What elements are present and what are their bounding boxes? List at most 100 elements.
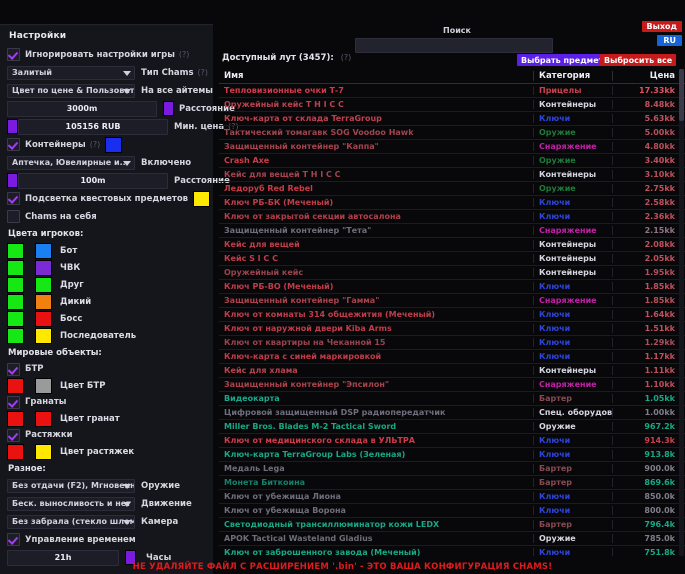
player-color-a-swatch[interactable] bbox=[7, 293, 24, 310]
camera-row[interactable]: Без забрала (стекло шлема) Камера bbox=[7, 513, 206, 530]
table-row[interactable]: Ледоруб Red Rebel Оружие 2.75kk bbox=[219, 182, 685, 196]
player-color-b-swatch[interactable] bbox=[35, 327, 52, 344]
help-icon[interactable]: (?) bbox=[340, 53, 352, 62]
player-color-b-swatch[interactable] bbox=[35, 276, 52, 293]
world-toggle-row[interactable]: Гранаты bbox=[7, 394, 206, 410]
world-color-row[interactable]: Цвет гранат bbox=[7, 410, 206, 427]
btr-checkbox[interactable] bbox=[7, 362, 20, 376]
tripwires-color-a-swatch[interactable] bbox=[7, 443, 24, 460]
player-color-a-swatch[interactable] bbox=[7, 242, 24, 259]
btr-color-b-swatch[interactable] bbox=[35, 377, 52, 394]
world-color-row[interactable]: Цвет растяжек bbox=[7, 443, 206, 460]
search-input[interactable] bbox=[355, 38, 553, 53]
player-color-b-swatch[interactable] bbox=[35, 310, 52, 327]
table-row[interactable]: Ключ от заброшенного завода (Меченый) Клю… bbox=[219, 546, 685, 556]
table-row[interactable]: Crash Axe Оружие 3.40kk bbox=[219, 154, 685, 168]
color-mode-row[interactable]: Цвет по цене & Пользователы На все айтем… bbox=[7, 82, 213, 99]
world-color-row[interactable]: Цвет БТР bbox=[7, 377, 206, 394]
quest-highlight-row[interactable]: Подсветка квестовых предметов bbox=[7, 190, 211, 207]
table-row[interactable]: Защищенный контейнер "Эпсилон" Снаряжение… bbox=[219, 378, 685, 392]
table-row[interactable]: Ключ от наружной двери Kiba Arms Ключи 1.5… bbox=[219, 322, 685, 336]
loot-filter-dropdown[interactable]: Аптечка, Ювелирные и... bbox=[7, 155, 135, 170]
time-control-checkbox[interactable] bbox=[7, 533, 20, 546]
min-price-handle[interactable] bbox=[7, 119, 18, 134]
distance-2-row[interactable]: 100m Расстояние bbox=[7, 172, 230, 189]
table-row[interactable]: Кейс для вещей Контейнеры 2.08kk bbox=[219, 238, 685, 252]
table-row[interactable]: Защищенный контейнер "Каппа" Снаряжение 4.… bbox=[219, 140, 685, 154]
player-color-a-swatch[interactable] bbox=[7, 310, 24, 327]
containers-color-swatch[interactable] bbox=[105, 136, 123, 153]
table-row[interactable]: Кейс S I C C Контейнеры 2.05kk bbox=[219, 252, 685, 266]
clock-row[interactable]: 21h Часы bbox=[7, 549, 206, 566]
table-row[interactable]: Светодиодный трансиллюминатор кожи LEDX Б… bbox=[219, 518, 685, 532]
table-row[interactable]: Ключ-карта с синей маркировкой Ключи 1.17k… bbox=[219, 350, 685, 364]
weapon-row[interactable]: Без отдачи (F2), Мгновенное п Оружие bbox=[7, 477, 206, 494]
min-price-slider[interactable]: 105156 RUB bbox=[18, 118, 168, 135]
world-toggle-row[interactable]: БТР bbox=[7, 361, 206, 377]
table-row[interactable]: Ключ РБ-БК (Меченый) Ключи 2.58kk bbox=[219, 196, 685, 210]
loot-filter-row[interactable]: Аптечка, Ювелирные и... Включено bbox=[7, 154, 206, 171]
help-icon[interactable]: (?) bbox=[89, 140, 101, 149]
movement-dropdown[interactable]: Беск. выносливость и нет уста bbox=[7, 496, 135, 511]
table-row[interactable]: Видеокарта Бартер 1.05kk bbox=[219, 392, 685, 406]
table-row[interactable]: Тепловизионные очки Т-7 Прицелы 17.33kk bbox=[219, 84, 685, 98]
chams-self-checkbox[interactable] bbox=[7, 210, 20, 223]
table-row[interactable]: Ключ-карта TerraGroup Labs (Зеленая) Ключ… bbox=[219, 448, 685, 462]
help-icon[interactable]: (?) bbox=[228, 122, 239, 131]
player-color-b-swatch[interactable] bbox=[35, 293, 52, 310]
quest-highlight-checkbox[interactable] bbox=[7, 192, 20, 205]
world-toggle-row[interactable]: Растяжки bbox=[7, 427, 206, 443]
table-scrollbar[interactable] bbox=[679, 69, 684, 556]
containers-checkbox[interactable] bbox=[7, 138, 20, 151]
time-control-row[interactable]: Управление временем bbox=[7, 531, 206, 548]
table-row[interactable]: Ключ от убежища Лиона Ключи 850.0k bbox=[219, 490, 685, 504]
player-color-row[interactable]: ЧВК bbox=[7, 259, 206, 276]
table-row[interactable]: Монета Биткоина Бартер 869.6k bbox=[219, 476, 685, 490]
player-color-row[interactable]: Дикий bbox=[7, 293, 206, 310]
exit-button[interactable]: Выход bbox=[641, 21, 682, 32]
btr-color-a-swatch[interactable] bbox=[7, 377, 24, 394]
help-icon[interactable]: (?) bbox=[197, 68, 209, 77]
distance-1-slider[interactable]: 3000m bbox=[7, 100, 157, 117]
table-row[interactable]: Цифровой защищенный DSP радиопередатчик С… bbox=[219, 406, 685, 420]
chams-self-row[interactable]: Chams на себя bbox=[7, 208, 206, 225]
player-color-row[interactable]: Босс bbox=[7, 310, 206, 327]
column-header-price[interactable]: Цена bbox=[649, 71, 675, 81]
tripwires-checkbox[interactable] bbox=[7, 428, 20, 442]
distance-1-handle[interactable] bbox=[163, 101, 174, 116]
movement-row[interactable]: Беск. выносливость и нет уста Движение bbox=[7, 495, 206, 512]
column-header-category[interactable]: Категория bbox=[534, 71, 613, 81]
player-color-a-swatch[interactable] bbox=[7, 259, 24, 276]
help-icon[interactable]: (?) bbox=[178, 50, 190, 59]
player-color-b-swatch[interactable] bbox=[35, 259, 52, 276]
ignore-game-settings-checkbox[interactable] bbox=[7, 48, 20, 61]
weapon-dropdown[interactable]: Без отдачи (F2), Мгновенное п bbox=[7, 478, 135, 493]
column-header-name[interactable]: Имя bbox=[219, 71, 534, 81]
table-row[interactable]: Тактический томагавк SOG Voodoo Hawk Оруж… bbox=[219, 126, 685, 140]
table-row[interactable]: Защищенный контейнер "Тета" Снаряжение 2.1… bbox=[219, 224, 685, 238]
table-row[interactable]: Оружейный кейс Контейнеры 1.95kk bbox=[219, 266, 685, 280]
color-mode-dropdown[interactable]: Цвет по цене & Пользователы bbox=[7, 83, 135, 98]
grenades-color-a-swatch[interactable] bbox=[7, 410, 24, 427]
table-row[interactable]: Кейс для вещей T H I C C Контейнеры 3.10kk bbox=[219, 168, 685, 182]
clock-handle[interactable] bbox=[125, 550, 136, 565]
table-row[interactable]: Ключ от убежища Ворона Ключи 800.0k bbox=[219, 504, 685, 518]
tripwires-color-b-swatch[interactable] bbox=[35, 443, 52, 460]
table-row[interactable]: Ключ от квартиры на Чеканной 15 Ключи 1.29… bbox=[219, 336, 685, 350]
language-button[interactable]: RU bbox=[657, 35, 682, 46]
table-row[interactable]: Медаль Lega Бартер 900.0k bbox=[219, 462, 685, 476]
player-color-row[interactable]: Бот bbox=[7, 242, 206, 259]
player-color-b-swatch[interactable] bbox=[35, 242, 52, 259]
clock-slider[interactable]: 21h bbox=[7, 549, 119, 566]
ignore-game-settings-row[interactable]: Игнорировать настройки игры (?) bbox=[7, 46, 206, 63]
grenades-color-b-swatch[interactable] bbox=[35, 410, 52, 427]
player-color-a-swatch[interactable] bbox=[7, 276, 24, 293]
table-row[interactable]: Ключ от комнаты 314 общежития (Меченый) К… bbox=[219, 308, 685, 322]
distance-1-row[interactable]: 3000m Расстояние bbox=[7, 100, 235, 117]
camera-dropdown[interactable]: Без забрала (стекло шлема) bbox=[7, 514, 135, 529]
chams-type-row[interactable]: Залитый Тип Chams (?) bbox=[7, 64, 209, 81]
table-row[interactable]: Оружейный кейс Т H I C C Контейнеры 8.48kk bbox=[219, 98, 685, 112]
containers-row[interactable]: Контейнеры (?) bbox=[7, 136, 206, 153]
distance-2-handle[interactable] bbox=[7, 173, 18, 188]
table-row[interactable]: APOK Tactical Wasteland Gladius Оружие 785… bbox=[219, 532, 685, 546]
